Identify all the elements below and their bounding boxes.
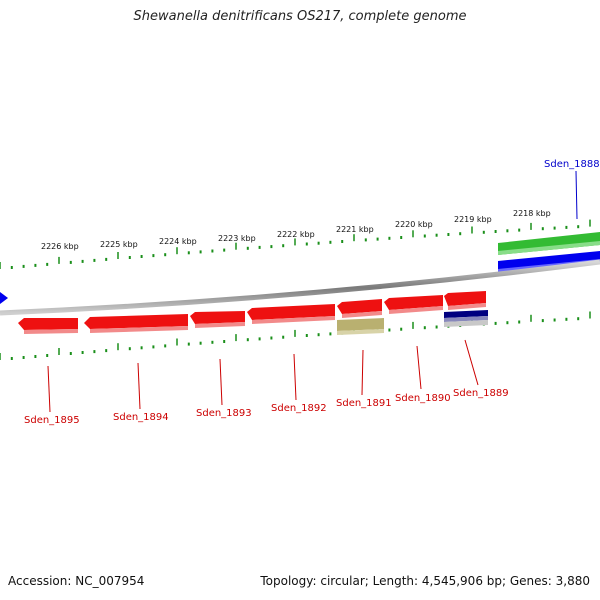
gene-label-sden-1895[interactable]: Sden_1895 — [24, 415, 80, 426]
kbp-label: 2218 kbp — [513, 209, 551, 218]
leader-line-sden-1893 — [219, 358, 223, 406]
gene-arrow-sden-1895[interactable] — [18, 318, 78, 330]
kbp-scale-labels: 2218 kbp 2219 kbp 2220 kbp 2221 kbp 2222… — [41, 209, 551, 251]
gene-arrow-shadow — [448, 303, 486, 310]
gene-arrow-shadow — [195, 322, 245, 328]
gene-arrow-shadow — [342, 311, 382, 318]
inner-features — [337, 310, 488, 335]
genome-backbone — [0, 259, 600, 316]
gene-arrow-sden-1890[interactable] — [384, 295, 443, 310]
kbp-label: 2220 kbp — [395, 220, 433, 229]
gene-arrow-sden-1892[interactable] — [247, 304, 335, 320]
blue-arrow-left-edge — [0, 292, 8, 304]
gene-label-sden-1893[interactable]: Sden_1893 — [196, 408, 252, 419]
gene-arrow-sden-1889[interactable] — [444, 291, 486, 306]
kbp-label: 2219 kbp — [454, 215, 492, 224]
gene-label-sden-1892[interactable]: Sden_1892 — [271, 403, 327, 414]
kbp-label: 2226 kbp — [41, 242, 79, 251]
gene-arrow-shadow — [24, 329, 78, 334]
kbp-label: 2225 kbp — [100, 240, 138, 249]
leader-line-sden-1891 — [361, 349, 364, 396]
gene-arrow-sden-1893[interactable] — [190, 311, 245, 324]
gene-arrow-shadow — [90, 326, 188, 333]
kbp-label: 2223 kbp — [218, 234, 256, 243]
gene-label-sden-1888[interactable]: Sden_1888 — [544, 159, 600, 170]
gene-arrow-sden-1894[interactable] — [84, 314, 188, 329]
map-title: Shewanella denitrificans OS217, complete… — [133, 9, 467, 24]
kbp-label: 2224 kbp — [159, 237, 197, 246]
reverse-strand-genes — [18, 291, 486, 334]
gene-label-sden-1890[interactable]: Sden_1890 — [395, 393, 451, 404]
accession-label: Accession: NC_007954 — [8, 574, 145, 588]
genome-stats: Topology: circular; Length: 4,545,906 bp… — [260, 574, 590, 588]
leader-line-sden-1894 — [137, 362, 141, 410]
leader-line-sden-1889 — [464, 339, 479, 386]
kbp-label: 2221 kbp — [336, 225, 374, 234]
leader-line-sden-1892 — [293, 353, 297, 401]
kbp-label: 2222 kbp — [277, 230, 315, 239]
olive-feature[interactable] — [337, 318, 384, 331]
gene-arrow-sden-1891[interactable] — [337, 299, 382, 314]
outer-tick-ruler — [0, 219, 591, 269]
navy-feature[interactable] — [444, 310, 488, 318]
green-feature-shadow — [498, 241, 600, 255]
leader-line-sden-1890 — [416, 345, 422, 390]
gene-arrow-shadow — [389, 306, 443, 314]
gene-label-sden-1894[interactable]: Sden_1894 — [113, 412, 169, 423]
gene-label-sden-1889[interactable]: Sden_1889 — [453, 388, 509, 399]
leader-line-sden-1895 — [47, 365, 51, 413]
gene-label-sden-1891[interactable]: Sden_1891 — [336, 398, 392, 409]
navy-feature-shadow — [444, 320, 488, 327]
gene-arrow-shadow — [252, 316, 335, 324]
gene-labels: Sden_1888 Sden_1889 Sden_1890 Sden_1891 … — [24, 159, 600, 426]
leader-line-sden-1888 — [575, 170, 578, 220]
gene-label-leaders — [47, 170, 578, 413]
olive-feature-shadow — [337, 329, 384, 335]
